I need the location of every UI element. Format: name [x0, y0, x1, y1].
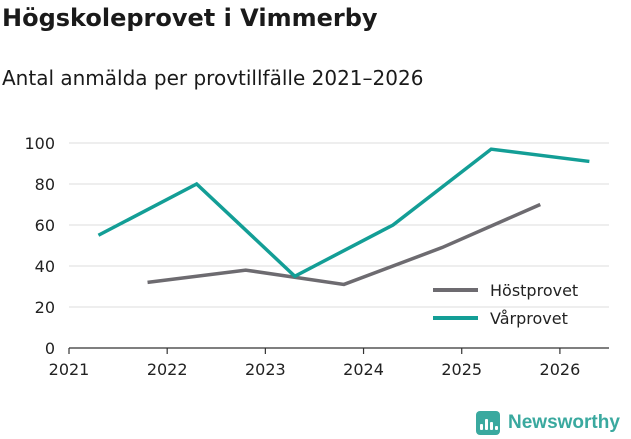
chart-subtitle: Antal anmälda per provtillfälle 2021–202…	[2, 66, 424, 90]
x-tick-label: 2025	[441, 360, 482, 379]
legend-label-vårprovet: Vårprovet	[490, 309, 568, 328]
x-axis: 2021 2022 2023 2024 2025 2026	[49, 347, 609, 379]
x-tick-label: 2022	[147, 360, 188, 379]
series-line-höstprovet	[147, 202, 541, 287]
y-tick-label: 0	[45, 339, 55, 358]
newsworthy-logo-icon	[476, 411, 500, 435]
y-tick-label: 60	[35, 216, 55, 235]
x-tick-label: 2023	[245, 360, 286, 379]
brand-logo: Newsworthy	[476, 408, 620, 438]
legend: Höstprovet Vårprovet	[433, 281, 578, 328]
brand-name: Newsworthy	[508, 412, 620, 433]
series-line-vårprovet	[97, 147, 590, 279]
y-tick-label: 20	[35, 298, 55, 317]
x-tick-label: 2024	[343, 360, 384, 379]
series-lines	[97, 147, 590, 287]
y-tick-label: 100	[24, 134, 55, 153]
grid-lines	[69, 142, 609, 308]
chart-title: Högskoleprovet i Vimmerby	[2, 4, 378, 32]
legend-label-höstprovet: Höstprovet	[490, 281, 578, 300]
x-tick-label: 2021	[49, 360, 90, 379]
y-axis: 0 20 40 60 80 100	[24, 134, 55, 358]
y-tick-label: 40	[35, 257, 55, 276]
x-tick-label: 2026	[540, 360, 581, 379]
y-tick-label: 80	[35, 175, 55, 194]
